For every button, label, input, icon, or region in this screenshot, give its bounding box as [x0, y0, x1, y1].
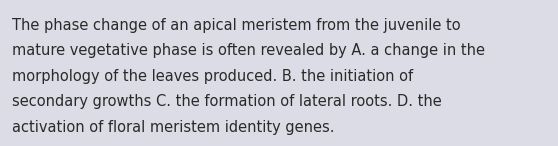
Text: mature vegetative phase is often revealed by A. a change in the: mature vegetative phase is often reveale…: [12, 43, 485, 58]
Text: activation of floral meristem identity genes.: activation of floral meristem identity g…: [12, 120, 335, 135]
Text: secondary growths C. the formation of lateral roots. D. the: secondary growths C. the formation of la…: [12, 94, 442, 109]
Text: The phase change of an apical meristem from the juvenile to: The phase change of an apical meristem f…: [12, 18, 461, 33]
Text: morphology of the leaves produced. B. the initiation of: morphology of the leaves produced. B. th…: [12, 69, 413, 84]
